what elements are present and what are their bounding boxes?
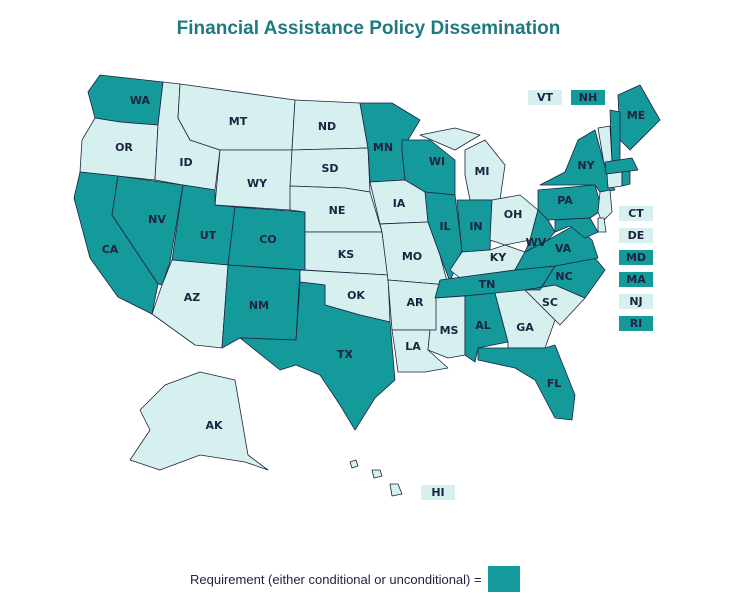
- state-label-MT: MT: [229, 115, 248, 128]
- state-label-SD: SD: [321, 162, 338, 175]
- state-box-label: HI: [431, 486, 445, 499]
- state-label-MN: MN: [373, 141, 393, 154]
- state-label-TX: TX: [337, 348, 354, 361]
- state-label-SC: SC: [542, 296, 558, 309]
- state-TX: [239, 281, 396, 431]
- state-box-label: NH: [578, 91, 598, 104]
- state-label-LA: LA: [405, 340, 421, 353]
- state-label-NV: NV: [148, 213, 166, 226]
- state-box-HI: HI: [420, 484, 456, 501]
- state-label-OK: OK: [347, 289, 365, 302]
- state-label-AR: AR: [407, 296, 425, 309]
- state-box-MA: MA: [618, 271, 654, 288]
- legend: Requirement (either conditional or uncon…: [190, 566, 520, 592]
- state-label-CO: CO: [259, 233, 276, 246]
- state-label-FL: FL: [547, 377, 562, 390]
- state-DE: [597, 217, 607, 233]
- state-box-label: MA: [626, 273, 646, 286]
- state-box-MD: MD: [618, 249, 654, 266]
- state-box-DE: DE: [618, 227, 654, 244]
- state-label-GA: GA: [516, 321, 534, 334]
- state-label-MI: MI: [474, 165, 489, 178]
- state-label-WI: WI: [429, 155, 445, 168]
- state-label-KS: KS: [338, 248, 355, 261]
- state-box-VT: VT: [527, 89, 563, 106]
- state-MA: [604, 157, 639, 175]
- state-box-label: NJ: [629, 295, 643, 308]
- state-label-WV: WV: [526, 236, 547, 249]
- state-box-NH: NH: [570, 89, 606, 106]
- state-NJ: [597, 189, 613, 223]
- state-RI: [621, 170, 631, 187]
- state-label-ND: ND: [318, 120, 336, 133]
- state-label-ME: ME: [627, 109, 645, 122]
- state-label-NY: NY: [577, 159, 595, 172]
- state-label-NM: NM: [249, 299, 269, 312]
- state-label-MS: MS: [440, 324, 459, 337]
- state-box-CT: CT: [618, 205, 654, 222]
- state-box-NJ: NJ: [618, 293, 654, 310]
- state-label-IA: IA: [393, 197, 406, 210]
- state-label-WY: WY: [247, 177, 268, 190]
- state-label-ID: ID: [179, 156, 192, 169]
- state-label-AL: AL: [475, 319, 491, 332]
- state-label-CA: CA: [102, 243, 119, 256]
- state-box-label: MD: [625, 251, 647, 264]
- state-MD: [554, 217, 599, 239]
- state-label-WA: WA: [130, 94, 151, 107]
- state-label-KY: KY: [490, 251, 508, 264]
- state-label-VA: VA: [555, 242, 572, 255]
- state-box-RI: RI: [618, 315, 654, 332]
- state-label-MO: MO: [402, 250, 422, 263]
- state-box-label: RI: [629, 317, 643, 330]
- state-label-AK: AK: [205, 419, 223, 432]
- map-title: Financial Assistance Policy Disseminatio…: [176, 18, 561, 39]
- state-label-PA: PA: [557, 194, 573, 207]
- state-WA: [87, 74, 164, 126]
- state-box-label: VT: [536, 91, 554, 104]
- state-FL: [477, 344, 576, 421]
- legend-swatch: [487, 566, 520, 592]
- state-label-IL: IL: [439, 220, 450, 233]
- state-label-AZ: AZ: [184, 291, 201, 304]
- state-label-OR: OR: [115, 141, 133, 154]
- state-label-OH: OH: [504, 208, 523, 221]
- legend-label: Requirement (either conditional or uncon…: [190, 571, 482, 587]
- state-box-label: DE: [627, 229, 645, 242]
- state-label-NC: NC: [555, 270, 572, 283]
- state-HI: [349, 459, 403, 497]
- state-AK: [129, 371, 269, 471]
- state-label-IN: IN: [469, 220, 482, 233]
- state-CT: [606, 171, 623, 189]
- state-box-label: CT: [628, 207, 644, 220]
- state-label-NE: NE: [329, 204, 346, 217]
- state-label-UT: UT: [200, 229, 217, 242]
- state-label-TN: TN: [479, 278, 496, 291]
